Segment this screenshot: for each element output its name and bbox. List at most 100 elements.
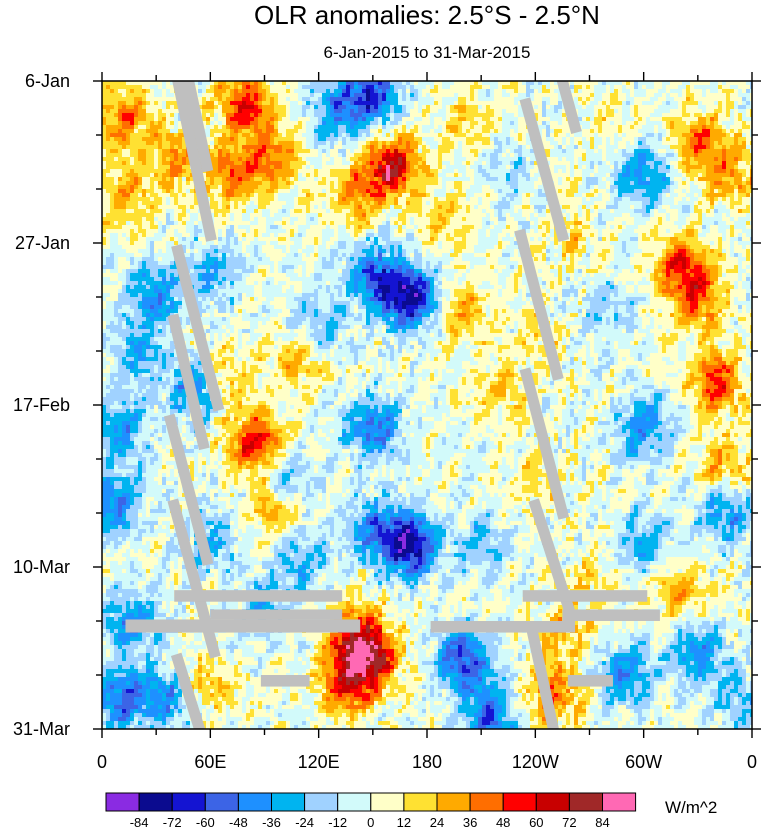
field-cell — [446, 101, 451, 106]
field-cell — [150, 97, 155, 102]
field-cell — [626, 109, 631, 114]
field-cell — [298, 93, 303, 98]
field-cell — [146, 169, 151, 174]
field-cell — [486, 93, 491, 98]
field-cell — [406, 85, 411, 90]
field-cell — [490, 133, 495, 138]
field-cell — [714, 97, 719, 102]
field-cell — [582, 149, 587, 154]
field-cell — [498, 125, 503, 130]
field-cell — [250, 173, 255, 178]
field-cell — [146, 177, 151, 182]
field-cell — [238, 165, 243, 170]
field-cell — [326, 129, 331, 134]
field-cell — [614, 117, 619, 122]
field-cell — [450, 145, 455, 150]
field-cell — [686, 109, 691, 114]
field-cell — [490, 89, 495, 94]
field-cell — [154, 101, 159, 106]
field-cell — [650, 149, 655, 154]
field-cell — [250, 129, 255, 134]
field-cell — [558, 149, 563, 154]
field-cell — [302, 105, 307, 110]
field-cell — [142, 145, 147, 150]
field-cell — [670, 97, 675, 102]
field-cell — [334, 149, 339, 154]
field-cell — [290, 173, 295, 178]
field-cell — [658, 117, 663, 122]
field-cell — [314, 173, 319, 178]
field-cell — [170, 93, 175, 98]
field-cell — [566, 177, 571, 182]
field-cell — [506, 109, 511, 114]
field-cell — [462, 117, 467, 122]
field-cell — [678, 113, 683, 118]
field-cell — [470, 133, 475, 138]
field-cell — [706, 157, 711, 162]
field-cell — [406, 101, 411, 106]
field-cell — [598, 89, 603, 94]
field-cell — [354, 145, 359, 150]
field-cell — [174, 177, 179, 182]
field-cell — [510, 97, 515, 102]
field-cell — [666, 165, 671, 170]
field-cell — [342, 97, 347, 102]
field-cell — [338, 149, 343, 154]
field-cell — [130, 169, 135, 174]
field-cell — [274, 145, 279, 150]
field-cell — [534, 89, 539, 94]
field-cell — [394, 133, 399, 138]
field-cell — [610, 101, 615, 106]
field-cell — [622, 141, 627, 146]
field-cell — [614, 165, 619, 170]
field-cell — [278, 117, 283, 122]
field-cell — [486, 133, 491, 138]
field-cell — [706, 137, 711, 142]
field-cell — [714, 161, 719, 166]
field-cell — [702, 145, 707, 150]
field-cell — [146, 121, 151, 126]
field-cell — [206, 109, 211, 114]
field-cell — [686, 129, 691, 134]
field-cell — [738, 125, 743, 130]
field-cell — [742, 129, 747, 134]
field-cell — [298, 169, 303, 174]
field-cell — [578, 141, 583, 146]
field-cell — [506, 105, 511, 110]
field-cell — [378, 169, 383, 174]
field-cell — [538, 89, 543, 94]
field-cell — [142, 105, 147, 110]
field-cell — [402, 173, 407, 178]
field-cell — [134, 93, 139, 98]
field-cell — [558, 169, 563, 174]
field-cell — [122, 133, 127, 138]
field-cell — [402, 101, 407, 106]
field-cell — [618, 117, 623, 122]
field-cell — [678, 89, 683, 94]
field-cell — [514, 101, 519, 106]
field-cell — [498, 153, 503, 158]
field-cell — [738, 165, 743, 170]
field-cell — [422, 173, 427, 178]
field-cell — [470, 121, 475, 126]
field-cell — [490, 109, 495, 114]
field-cell — [434, 161, 439, 166]
field-cell — [602, 165, 607, 170]
field-cell — [322, 117, 327, 122]
field-cell — [142, 161, 147, 166]
field-cell — [398, 173, 403, 178]
field-cell — [722, 157, 727, 162]
field-cell — [154, 153, 159, 158]
field-cell — [730, 109, 735, 114]
field-cell — [366, 141, 371, 146]
field-cell — [434, 97, 439, 102]
field-cell — [658, 109, 663, 114]
field-cell — [598, 85, 603, 90]
field-cell — [670, 113, 675, 118]
field-cell — [714, 137, 719, 142]
field-cell — [162, 169, 167, 174]
field-cell — [654, 173, 659, 178]
field-cell — [162, 177, 167, 182]
field-cell — [590, 113, 595, 118]
field-cell — [114, 177, 119, 182]
